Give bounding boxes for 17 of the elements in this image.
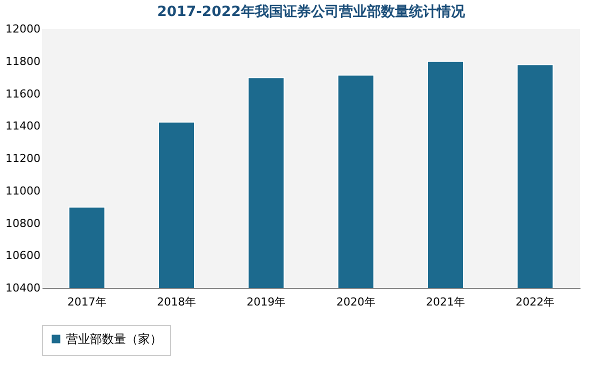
y-tick-label: 11400 [6,120,40,133]
y-tick-label: 12000 [6,22,40,36]
y-tick-label: 11200 [6,152,40,165]
x-tick-label: 2017年 [67,296,106,308]
legend-label: 营业部数量（家） [66,332,162,346]
y-tick-label: 10800 [6,216,40,230]
y-tick-label: 11600 [6,87,40,100]
y-tick-label: 11000 [6,184,40,198]
y-tick-label: 10600 [6,249,40,262]
x-tick-label: 2019年 [246,296,286,308]
x-tick-label: 2022年 [516,296,555,308]
chart-title: 2017-2022年我国证券公司营业部数量统计情况 [157,3,466,20]
x-tick-label: 2018年 [157,296,196,308]
y-tick-label: 11800 [6,54,40,68]
x-tick-label: 2021年 [426,296,465,308]
y-tick-label: 10400 [6,282,40,294]
x-tick-label: 2020年 [336,296,376,308]
